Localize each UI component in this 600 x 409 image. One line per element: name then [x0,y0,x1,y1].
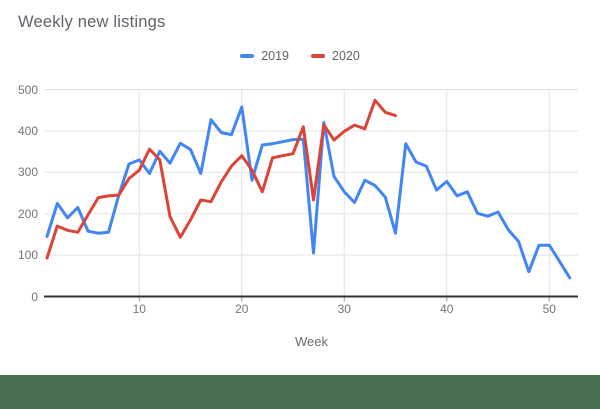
plot-svg [44,89,578,302]
chart-title: Weekly new listings [18,13,166,31]
x-tick-label: 30 [337,302,351,316]
y-tick-label: 0 [31,289,38,304]
x-tick-label: 50 [542,302,556,316]
legend-label-2019: 2019 [261,49,289,63]
series-line-2020 [45,98,397,260]
y-tick-label: 500 [17,82,38,97]
legend-label-2020: 2020 [332,49,360,63]
y-tick-label: 400 [17,123,38,138]
x-tick-label: 20 [235,302,249,316]
y-tick-label: 100 [17,248,38,263]
x-tick-label: 40 [440,302,454,316]
x-tick-label: 10 [132,302,146,316]
legend-item-2020: 2020 [311,49,360,63]
x-axis-title: Week [295,334,328,349]
y-tick-label: 200 [17,206,38,221]
legend-swatch-2020 [311,54,325,58]
y-tick-label: 300 [17,165,38,180]
series-line-2019 [45,105,572,280]
footer-bar [0,375,600,409]
legend: 2019 2020 [0,49,600,63]
legend-item-2019: 2019 [240,49,289,63]
legend-swatch-2019 [240,54,255,58]
